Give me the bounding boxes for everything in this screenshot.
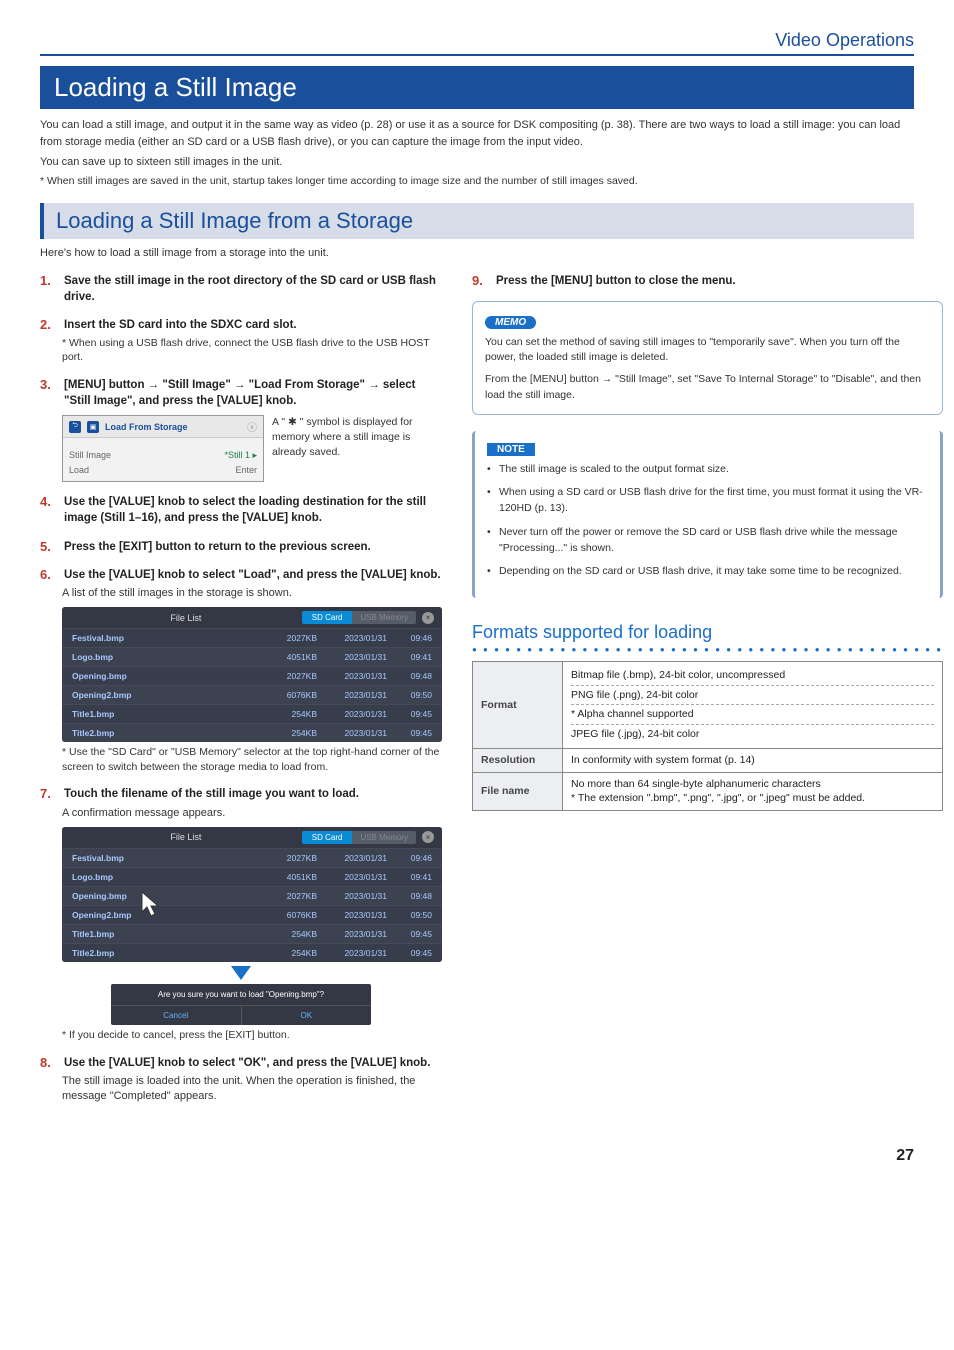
step-num: 9. [472,273,490,288]
step-text: Save the still image in the root directo… [64,273,442,305]
note-item: Never turn off the power or remove the S… [487,525,928,557]
confirm-question: Are you sure you want to load "Opening.b… [111,984,371,1006]
step-num: 7. [40,786,58,801]
file-row: Festival.bmp2027KB2023/01/3109:46 [62,628,442,647]
memo-tag: MEMO [485,316,536,329]
tab-usb: USB Memory [352,611,416,624]
section-title: Video Operations [775,30,914,51]
ui-row-key: Still Image [69,450,111,461]
right-column: 9. Press the [MENU] button to close the m… [472,273,943,1117]
header-bar: Video Operations [40,30,914,56]
step-text: Press the [EXIT] button to return to the… [64,539,371,555]
back-icon: ⮌ [69,421,81,433]
note-item: When using a SD card or USB flash drive … [487,485,928,517]
note-tag: NOTE [487,443,535,456]
footnote-top: * When still images are saved in the uni… [40,175,914,187]
fmt-format-label: Format [473,662,563,749]
close-icon: ⓧ [247,419,257,434]
memo-p2: From the [MENU] button → "Still Image", … [485,372,930,404]
fmt-row: JPEG file (.jpg), 24-bit color [571,725,934,744]
note-box: NOTE The still image is scaled to the ou… [472,431,943,599]
step-num: 5. [40,539,58,554]
step-note: * When using a USB flash drive, connect … [62,336,442,365]
file-row: Title2.bmp254KB2023/01/3109:45 [62,943,442,962]
subheading: Loading a Still Image from a Storage [40,203,914,239]
memo-p1: You can set the method of saving still i… [485,335,930,367]
fmt-fname-label: File name [473,772,563,810]
fmt-fname-val: No more than 64 single-byte alphanumeric… [563,772,943,810]
step-num: 1. [40,273,58,288]
page-title: Loading a Still Image [40,66,914,109]
tab-sdcard: SD Card [302,611,353,624]
page-number: 27 [40,1147,914,1165]
ui-row-val: *Still 1 ▸ [224,450,257,461]
step-text: Insert the SD card into the SDXC card sl… [64,317,297,333]
step-text: Touch the filename of the still image yo… [64,786,359,802]
file-row: Opening2.bmp6076KB2023/01/3109:50 [62,905,442,924]
file-row: Title1.bmp254KB2023/01/3109:45 [62,704,442,723]
file-row: Festival.bmp2027KB2023/01/3109:46 [62,848,442,867]
file-row: Title1.bmp254KB2023/01/3109:45 [62,924,442,943]
step-plain: The still image is loaded into the unit.… [62,1074,442,1105]
step-num: 8. [40,1055,58,1070]
intro-text-2: You can save up to sixteen still images … [40,154,914,171]
file-row: Logo.bmp4051KB2023/01/3109:41 [62,647,442,666]
note-item: Depending on the SD card or USB flash dr… [487,564,928,580]
ui-title: Load From Storage [105,422,241,432]
dots-divider: ● ● ● ● ● ● ● ● ● ● ● ● ● ● ● ● ● ● ● ● … [472,645,943,653]
file-row: Title2.bmp254KB2023/01/3109:45 [62,723,442,742]
fmt-res-val: In conformity with system format (p. 14) [563,748,943,772]
cursor-icon [140,890,164,920]
step-note: * If you decide to cancel, press the [EX… [62,1028,442,1043]
ui-load-from-storage: ⮌ ▣ Load From Storage ⓧ Still Image *Still 1… [62,415,264,482]
file-row: Logo.bmp4051KB2023/01/3109:41 [62,867,442,886]
step-plain: A list of the still images in the storag… [62,586,442,601]
step-num: 4. [40,494,58,509]
file-list-2: File ListSD CardUSB Memory × Festival.bmp… [62,827,442,962]
step-num: 2. [40,317,58,332]
formats-heading: Formats supported for loading [472,622,943,645]
memo-box: MEMO You can set the method of saving st… [472,301,943,415]
note-item: The still image is scaled to the output … [487,462,928,478]
step-text: Use the [VALUE] knob to select "OK", and… [64,1055,430,1071]
file-list-1: File ListSD CardUSB Memory × Festival.bmp… [62,607,442,742]
left-column: 1. Save the still image in the root direc… [40,273,442,1117]
step-text: Use the [VALUE] knob to select "Load", a… [64,567,441,583]
step-plain: A confirmation message appears. [62,806,442,821]
ui-row-val: Enter [235,465,257,475]
cancel-button: Cancel [111,1006,242,1025]
side-note: A " ✱ " symbol is displayed for memory w… [272,415,442,459]
fmt-format-cell: Bitmap file (.bmp), 24-bit color, uncomp… [563,662,943,749]
fl-title: File List [70,613,302,623]
fl-title: File List [70,832,302,842]
ok-button: OK [242,1006,372,1025]
tab-usb: USB Memory [352,831,416,844]
fmt-row: PNG file (.png), 24-bit color [571,686,934,706]
tab-sdcard: SD Card [302,831,353,844]
formats-table: Format Bitmap file (.bmp), 24-bit color,… [472,661,943,811]
arrow-down-icon [231,966,251,980]
fmt-row: * Alpha channel supported [571,705,934,725]
fmt-row: Bitmap file (.bmp), 24-bit color, uncomp… [571,666,934,686]
subheading-intro: Here's how to load a still image from a … [40,247,914,259]
img-icon: ▣ [87,421,99,433]
step-text: Press the [MENU] button to close the men… [496,273,736,289]
confirm-dialog: Are you sure you want to load "Opening.b… [111,984,371,1025]
ui-row-key: Load [69,465,89,475]
intro-text-1: You can load a still image, and output i… [40,117,914,150]
step-num: 6. [40,567,58,582]
fmt-res-label: Resolution [473,748,563,772]
step-text: [MENU] button → "Still Image" → "Load Fr… [64,377,442,409]
step-num: 3. [40,377,58,392]
step-text: Use the [VALUE] knob to select the loadi… [64,494,442,526]
close-icon: × [422,831,434,843]
close-icon: × [422,612,434,624]
file-row: Opening.bmp2027KB2023/01/3109:48 [62,666,442,685]
file-row: Opening.bmp2027KB2023/01/3109:48 [62,886,442,905]
file-row: Opening2.bmp6076KB2023/01/3109:50 [62,685,442,704]
step-note: * Use the "SD Card" or "USB Memory" sele… [62,745,442,774]
